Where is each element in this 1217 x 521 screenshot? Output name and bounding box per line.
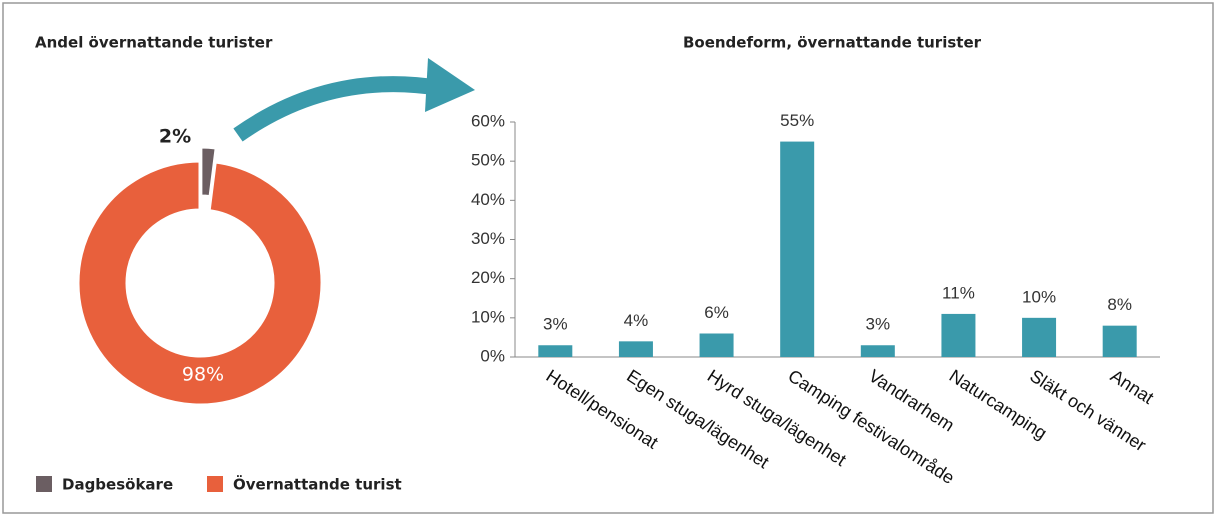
bar [699, 333, 734, 357]
y-tick-label: 0% [480, 346, 505, 365]
bar [780, 141, 815, 357]
bar [1022, 317, 1057, 357]
bar-title: Boendeform, övernattande turister [683, 34, 982, 52]
y-tick-label: 20% [471, 268, 505, 287]
value-label: 3% [866, 315, 891, 334]
y-tick-label: 60% [471, 111, 505, 130]
y-tick-label: 30% [471, 229, 505, 248]
y-tick-label: 40% [471, 190, 505, 209]
value-label: 10% [1022, 287, 1056, 306]
y-tick-label: 10% [471, 307, 505, 326]
arrow [233, 76, 442, 142]
donut-label: 2% [159, 126, 191, 148]
frame [2, 2, 1214, 514]
y-tick-label: 50% [471, 151, 505, 170]
bar [941, 313, 976, 357]
bar [538, 345, 573, 357]
legend-swatch [36, 476, 52, 492]
value-label: 6% [704, 303, 729, 322]
arrow-head [425, 58, 475, 112]
value-label: 8% [1107, 295, 1132, 314]
value-label: 11% [942, 283, 975, 302]
donut-label: 98% [182, 364, 224, 386]
legend-label: Dagbesökare [62, 476, 173, 494]
bar [1102, 325, 1137, 357]
value-label: 4% [624, 311, 649, 330]
value-label: 3% [543, 315, 568, 334]
bar [618, 341, 653, 357]
donut-title: Andel övernattande turister [35, 34, 273, 52]
legend-label: Övernattande turist [233, 475, 402, 494]
bar [860, 345, 895, 357]
donut-slice [76, 159, 324, 407]
value-label: 55% [780, 111, 814, 130]
legend-swatch [207, 476, 223, 492]
